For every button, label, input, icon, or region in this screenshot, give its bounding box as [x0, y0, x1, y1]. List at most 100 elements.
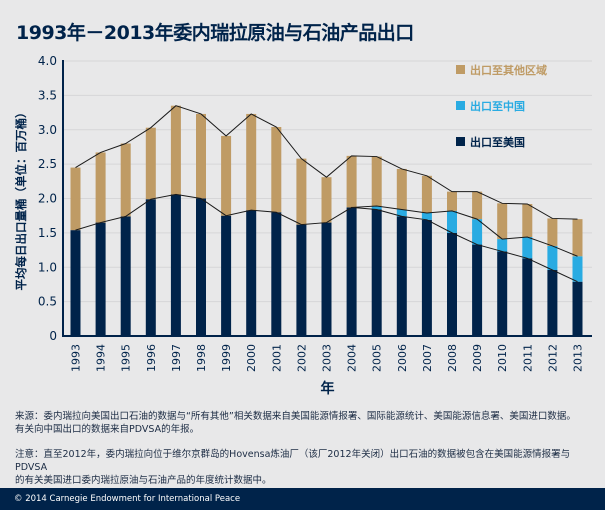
- bar-2002-series-2: [296, 158, 307, 225]
- bar-2012-series-2: [547, 218, 558, 246]
- bar-1996-series-2: [145, 127, 156, 200]
- bar-2009-series-0: [472, 244, 483, 336]
- bar-1993-series-0: [70, 230, 81, 336]
- x-tick-label: 1994: [95, 344, 108, 372]
- bar-1997-series-2: [170, 105, 181, 195]
- source-line-1: 来源：委内瑞拉向美国出口石油的数据与“所有其他”相关数据来自美国能源情报署、国际…: [15, 411, 576, 422]
- bar-1996-series-0: [145, 199, 156, 336]
- bar-2000-series-2: [246, 113, 257, 211]
- x-tick-label: 1998: [195, 344, 208, 372]
- y-axis-label: 平均每日出口量桶（单位：百万桶）: [14, 107, 28, 291]
- y-tick-label: 4.0: [38, 54, 57, 68]
- legend-swatch: [456, 101, 465, 110]
- copyright-footer: © 2014 Carnegie Endowment for Internatio…: [0, 488, 605, 510]
- legend-swatch: [456, 65, 465, 74]
- bar-1993-series-2: [70, 167, 81, 231]
- bar-2012-series-0: [547, 270, 558, 336]
- legend-swatch: [456, 137, 465, 146]
- y-tick-label: 1.5: [38, 226, 57, 240]
- x-tick-label: 1999: [220, 344, 233, 372]
- legend-label: 出口至美国: [470, 135, 525, 149]
- x-tick-label: 1995: [120, 344, 133, 372]
- bar-2001-series-0: [271, 212, 282, 336]
- x-tick-label: 2002: [295, 344, 308, 372]
- outline-line-series-2: [75, 105, 578, 220]
- bar-2004-series-2: [346, 155, 357, 208]
- bar-2009-series-1: [472, 219, 483, 245]
- bar-1998-series-2: [196, 113, 206, 199]
- notes: 来源：委内瑞拉向美国出口石油的数据与“所有其他”相关数据来自美国能源情报署、国际…: [15, 410, 595, 499]
- bar-2012-series-1: [547, 245, 558, 270]
- x-tick-label: 2007: [421, 344, 434, 372]
- bar-2013-series-2: [572, 219, 583, 257]
- bar-2010-series-0: [497, 251, 508, 336]
- bar-1995-series-2: [120, 143, 131, 217]
- bar-2010-series-1: [497, 239, 508, 252]
- bar-2003-series-2: [321, 177, 332, 223]
- x-tick-label: 2001: [270, 344, 283, 372]
- bar-2006-series-2: [396, 168, 407, 210]
- bar-1994-series-2: [95, 152, 106, 223]
- bar-2008-series-0: [447, 232, 457, 336]
- bar-2013-series-0: [572, 281, 583, 336]
- note-line-2: 的有关美国进口委内瑞拉原油与石油产品的年度统计数据中。: [15, 475, 272, 486]
- bar-2008-series-2: [447, 191, 457, 211]
- bar-1999-series-2: [221, 135, 232, 216]
- x-tick-label: 2000: [245, 344, 258, 372]
- y-tick-label: 2.0: [38, 192, 57, 206]
- x-tick-label: 2011: [521, 344, 534, 372]
- x-tick-label: 1996: [145, 344, 158, 372]
- y-tick-label: 1.0: [38, 260, 57, 274]
- bar-2007-series-0: [421, 219, 432, 336]
- x-tick-label: 2006: [396, 344, 409, 372]
- y-tick-label: 3.0: [38, 123, 57, 137]
- x-tick-label: 2013: [572, 344, 585, 372]
- bar-2007-series-1: [421, 212, 432, 220]
- x-tick-label: 2005: [371, 344, 384, 372]
- bar-2007-series-2: [421, 175, 432, 213]
- legend-label: 出口至其他区域: [470, 63, 547, 77]
- bar-2006-series-0: [396, 216, 407, 336]
- bar-2005-series-2: [371, 156, 382, 207]
- chart-title: 1993年－2013年委内瑞拉原油与石油产品出口: [16, 22, 414, 44]
- y-tick-label: 0.5: [38, 295, 57, 309]
- x-tick-label: 1993: [70, 344, 83, 372]
- x-axis-label: 年: [321, 380, 335, 397]
- bar-2011-series-2: [522, 204, 533, 237]
- bar-2006-series-1: [396, 209, 407, 217]
- bar-1995-series-0: [120, 216, 131, 336]
- bar-1997-series-0: [170, 194, 181, 336]
- bar-2005-series-1: [371, 206, 382, 210]
- x-tick-label: 1997: [170, 344, 183, 372]
- x-tick-label: 2010: [496, 344, 509, 372]
- bar-2000-series-0: [246, 210, 257, 336]
- bar-2002-series-0: [296, 224, 307, 336]
- bar-2008-series-1: [447, 210, 457, 233]
- bar-1998-series-0: [196, 198, 206, 336]
- bar-1994-series-0: [95, 222, 106, 336]
- x-tick-label: 2004: [346, 344, 359, 372]
- bar-2013-series-1: [572, 256, 583, 282]
- bar-2009-series-2: [472, 191, 483, 220]
- bar-2011-series-0: [522, 258, 533, 336]
- note-line-1: 注意：直至2012年，委内瑞拉向位于维尔京群岛的Hovensa炼油厂（该厂201…: [15, 449, 571, 473]
- outline-line-series-1: [351, 205, 578, 257]
- bar-2011-series-1: [522, 237, 533, 259]
- outline-line-series-0: [75, 193, 578, 283]
- legend-label: 出口至中国: [470, 99, 525, 113]
- stacked-bar-chart: 0 0.5 1.0 1.5 2.0 2.5 3.0 3.5 4.0 1993 1994 1995 199…: [14, 54, 592, 397]
- bar-2003-series-0: [321, 222, 332, 336]
- source-line-2: 有关向中国出口的数据来自PDVSA的年报。: [15, 424, 200, 435]
- x-tick-label: 2008: [446, 344, 459, 372]
- bar-2001-series-2: [271, 127, 282, 213]
- y-tick-label: 0: [49, 329, 57, 343]
- x-tick-label: 2009: [471, 344, 484, 372]
- y-tick-label: 2.5: [38, 157, 57, 171]
- x-tick-label: 2012: [546, 344, 559, 372]
- bar-2005-series-0: [371, 209, 382, 336]
- y-tick-label: 3.5: [38, 88, 57, 102]
- x-tick-label: 2003: [321, 344, 334, 372]
- bar-2004-series-0: [346, 207, 357, 336]
- bar-1999-series-0: [221, 215, 232, 336]
- bar-2010-series-2: [497, 203, 508, 240]
